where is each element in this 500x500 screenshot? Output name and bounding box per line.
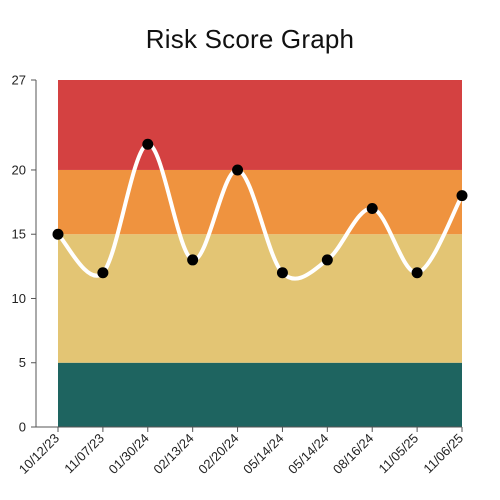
series-markers — [52, 138, 468, 279]
y-tick-label: 15 — [12, 227, 26, 242]
risk-bands — [58, 80, 462, 427]
x-tick-label: 11/06/25 — [420, 431, 466, 477]
data-point-8 — [411, 267, 423, 279]
x-tick-label: 11/07/23 — [61, 431, 107, 477]
y-tick-label: 20 — [12, 162, 26, 177]
y-tick-label: 5 — [19, 355, 26, 370]
x-tick-label: 05/14/24 — [285, 431, 331, 477]
axes — [35, 80, 462, 428]
risk-band-1 — [58, 234, 462, 363]
x-tick-label: 08/16/24 — [330, 431, 376, 477]
y-tick-label: 10 — [12, 291, 26, 306]
x-tick-label: 01/30/24 — [106, 431, 152, 477]
x-tick-label: 02/13/24 — [150, 431, 196, 477]
risk-band-3 — [58, 80, 462, 170]
data-point-6 — [321, 254, 333, 266]
y-tick-label: 27 — [12, 73, 26, 88]
data-point-7 — [366, 203, 378, 215]
data-point-2 — [142, 138, 154, 150]
data-point-0 — [52, 228, 64, 240]
y-axis-ticks: 0 5 10 15 20 27 — [12, 73, 36, 435]
data-point-9 — [456, 190, 468, 202]
x-tick-label: 10/12/23 — [16, 431, 62, 477]
chart-title: Risk Score Graph — [145, 24, 355, 54]
data-point-1 — [97, 267, 109, 279]
risk-band-0 — [58, 362, 462, 427]
data-point-4 — [232, 164, 244, 176]
y-tick-label: 0 — [19, 420, 26, 435]
x-tick-label: 02/20/24 — [195, 431, 241, 477]
x-axis-ticks: 10/12/23 11/07/2301/30/2402/13/2402/20/24… — [16, 427, 466, 477]
x-tick-label: 11/05/25 — [376, 431, 422, 477]
x-tick-label: 05/14/24 — [240, 431, 286, 477]
data-point-5 — [276, 267, 288, 279]
data-point-3 — [187, 254, 199, 266]
